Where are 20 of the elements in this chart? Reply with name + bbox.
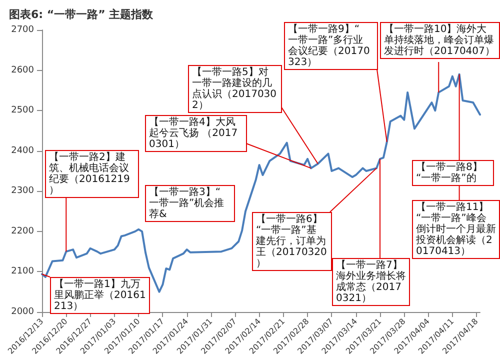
- annotation: 【一带一路8】“一带一路”的: [416, 161, 482, 184]
- y-tick-label: 2200: [11, 226, 34, 236]
- annotation: 【一带一路6】“一带一路”基建先行，订单为王（20170320）: [255, 213, 327, 269]
- y-tick-label: 2400: [11, 146, 34, 156]
- y-tick-label: 2300: [11, 186, 34, 196]
- annotation: 【一带一路3】“一带一路”机会推荐&: [149, 186, 224, 220]
- annotation: 【一带一路10】海外大单持续落地，峰会订单爆发进行时（20170407）: [384, 23, 495, 57]
- y-tick-label: 2500: [11, 106, 34, 116]
- chart-title: 图表6: “一带一路” 主题指数: [9, 8, 154, 21]
- y-tick-label: 2000: [11, 307, 34, 317]
- y-tick-label: 2600: [11, 65, 34, 76]
- annotation: 【一带一路9】“一带一路”多行业会议纪要（20170323）: [288, 23, 370, 68]
- y-tick-label: 2100: [11, 266, 34, 277]
- annotation: 【一带一路2】建筑、机械电话会议纪要（20161219）: [49, 151, 130, 196]
- annotation: 【一带一路11】“一带一路”峰会倒计时一个月最新投资机会解读（20170413）: [415, 201, 496, 257]
- y-tick-label: 2700: [11, 25, 34, 35]
- annotation: 【一带一路4】大风起兮云飞扬 （20170301）: [149, 116, 238, 150]
- annotation: 【一带一路1】九万里风鹏正举（20161213）: [54, 278, 146, 312]
- annotation: 【一带一路7】海外业务增长将成常态（20170321）: [336, 259, 406, 304]
- annotation: 【一带一路5】对一带一路建设的几点认识（20170302）: [192, 66, 277, 111]
